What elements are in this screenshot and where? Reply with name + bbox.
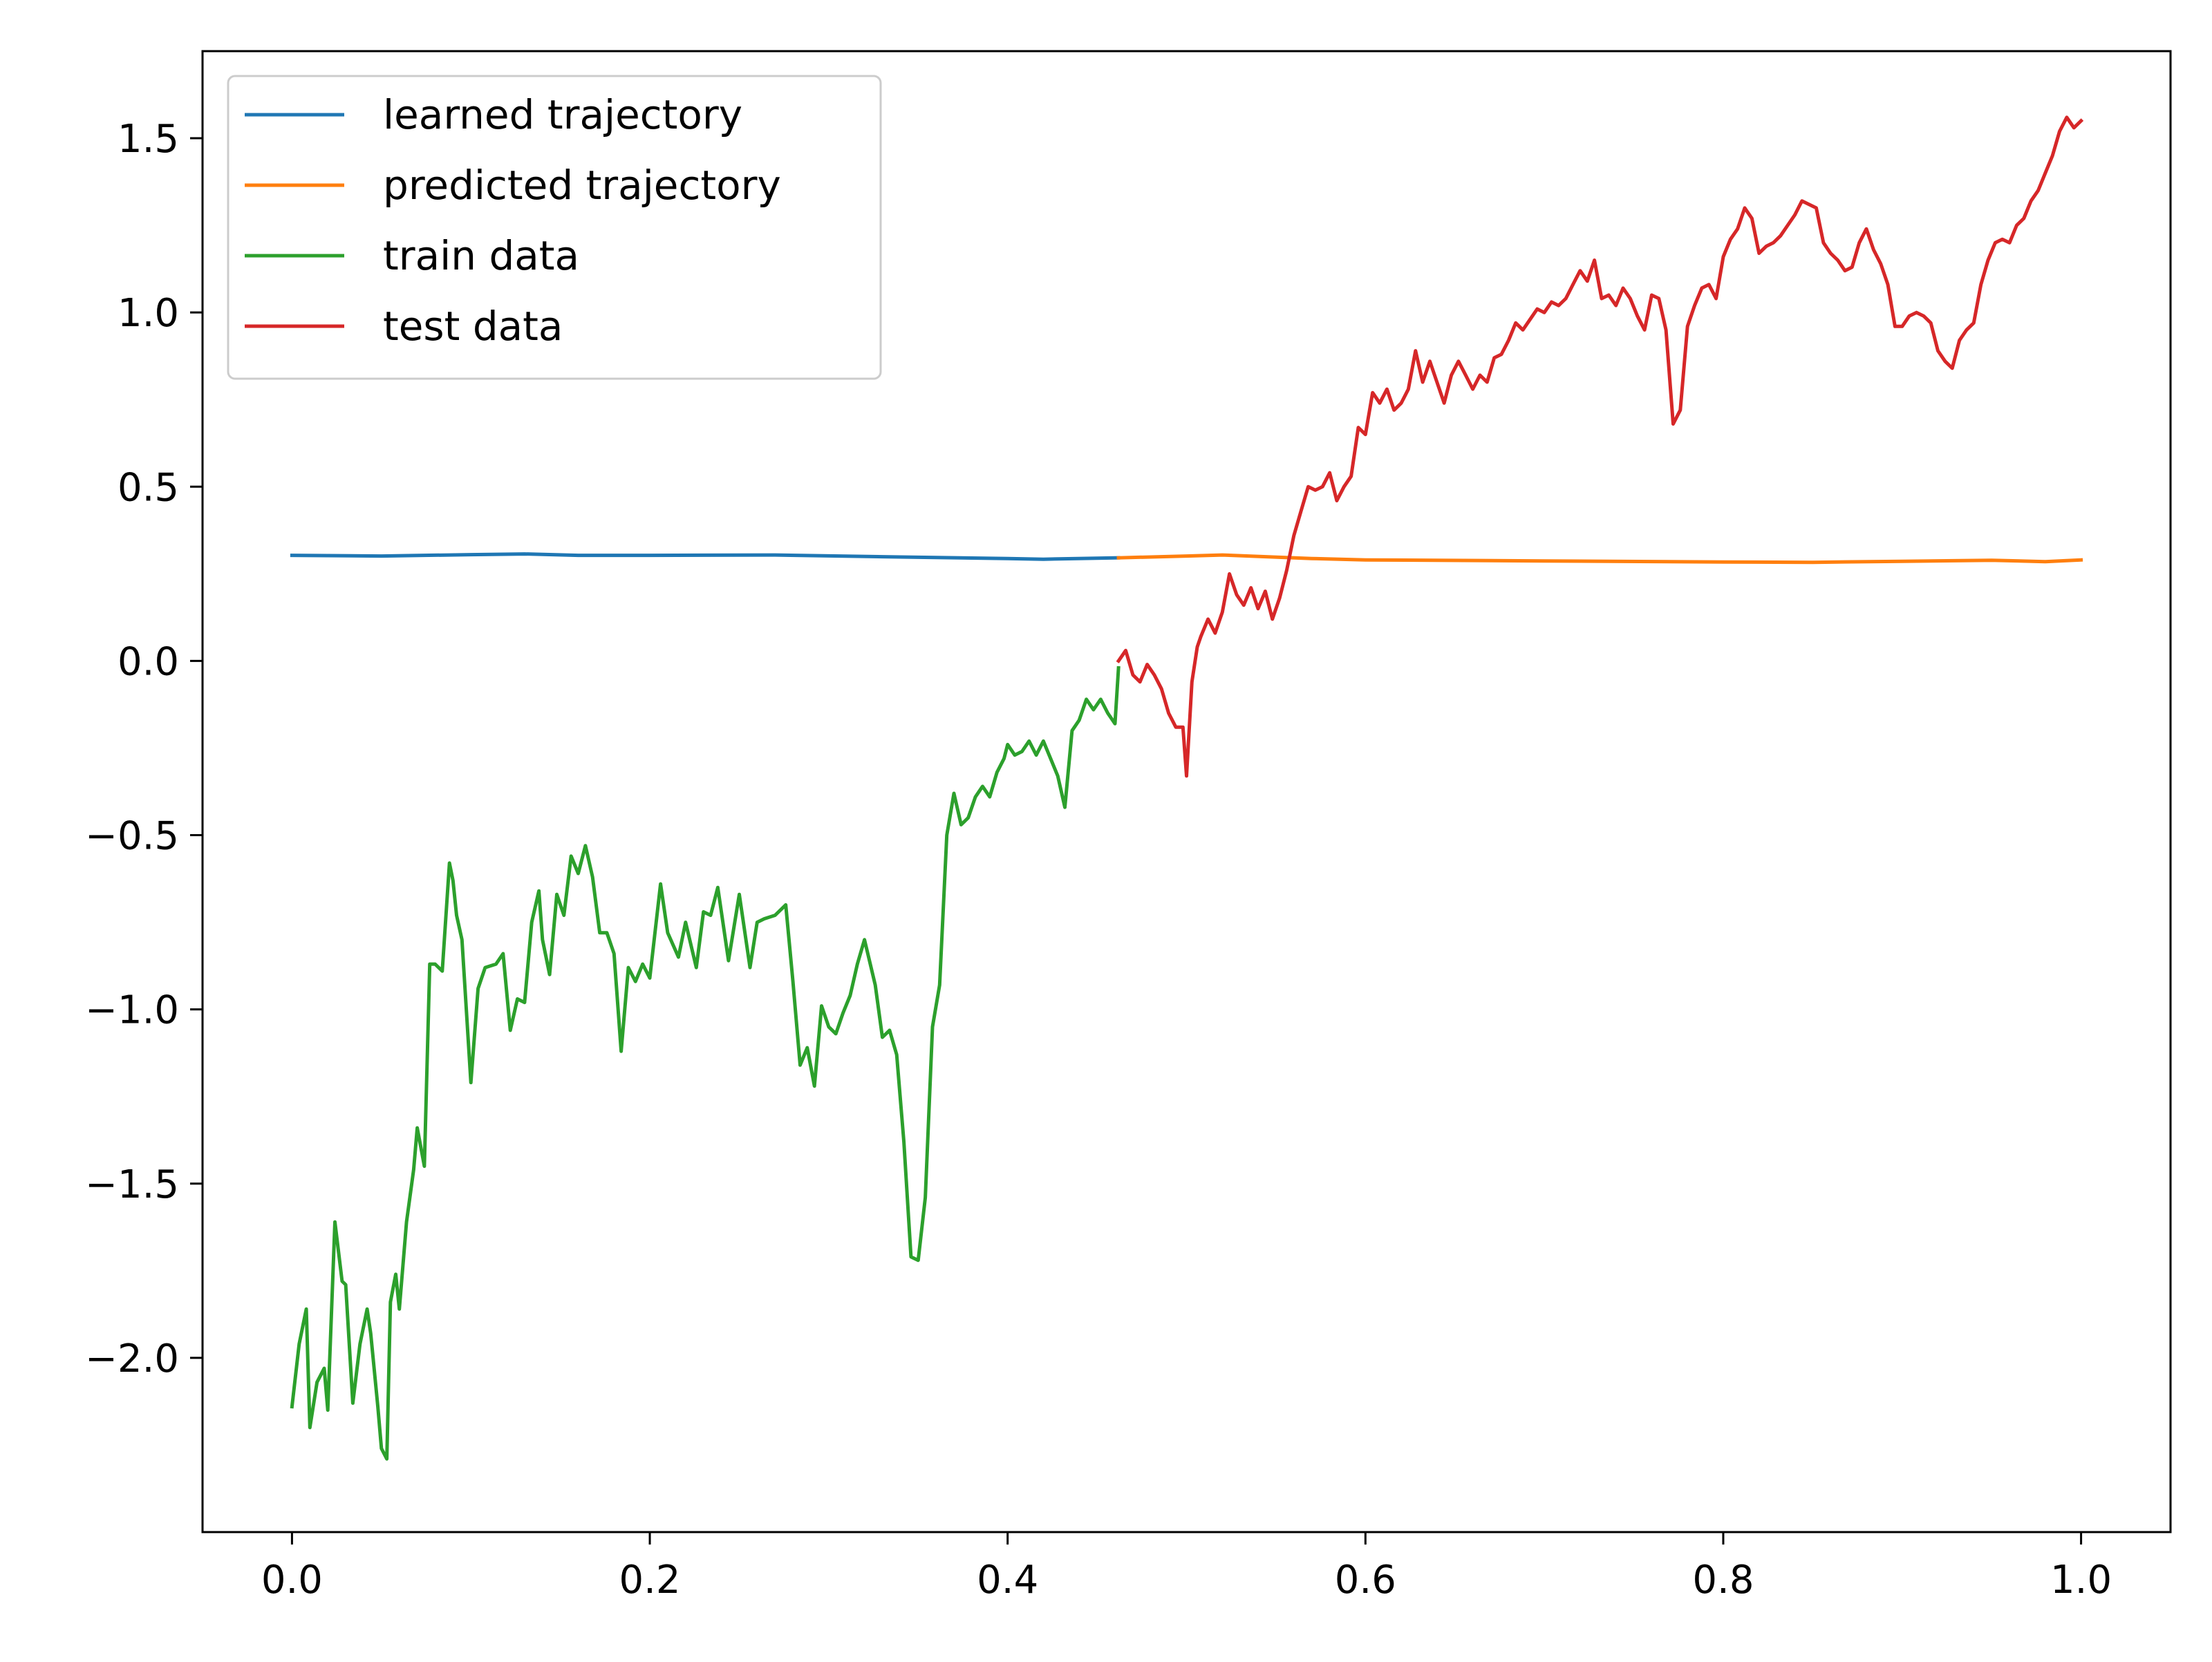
series-line-predicted-trajectory	[1116, 553, 2083, 565]
legend: learned trajectory predicted trajectory tr…	[227, 75, 882, 380]
legend-label: train data	[383, 232, 579, 279]
x-tick-label: 1.0	[2050, 1558, 2112, 1603]
series-line-learned-trajectory	[290, 552, 1121, 561]
series-layer	[290, 115, 2084, 1461]
y-tick-label: −2.0	[85, 1337, 179, 1381]
x-tick-label: 0.4	[977, 1558, 1038, 1603]
legend-label: predicted trajectory	[383, 162, 781, 209]
y-axis: 1.5 1.0 0.5 0.0 −0.5 −1.0 −1.5 −2.0	[85, 117, 203, 1381]
legend-label: test data	[383, 303, 563, 350]
x-tick-label: 0.8	[1692, 1558, 1754, 1603]
y-tick-label: −1.5	[85, 1162, 179, 1207]
y-tick-label: 0.0	[118, 639, 179, 684]
x-tick-label: 0.0	[261, 1558, 323, 1603]
y-tick-label: 0.5	[118, 465, 179, 510]
x-axis: 0.0 0.2 0.4 0.6 0.8 1.0	[261, 1532, 2112, 1603]
series-line-train-data	[290, 665, 1121, 1461]
axes-frame	[201, 50, 2172, 1533]
legend-frame	[227, 75, 882, 380]
x-tick-label: 0.6	[1335, 1558, 1396, 1603]
y-tick-label: −0.5	[85, 814, 179, 859]
y-tick-label: −1.0	[85, 988, 179, 1033]
series-line-test-data	[1116, 115, 2084, 778]
legend-label: learned trajectory	[383, 91, 742, 138]
y-tick-label: 1.0	[118, 291, 179, 336]
x-tick-label: 0.2	[619, 1558, 681, 1603]
y-tick-label: 1.5	[118, 117, 179, 162]
